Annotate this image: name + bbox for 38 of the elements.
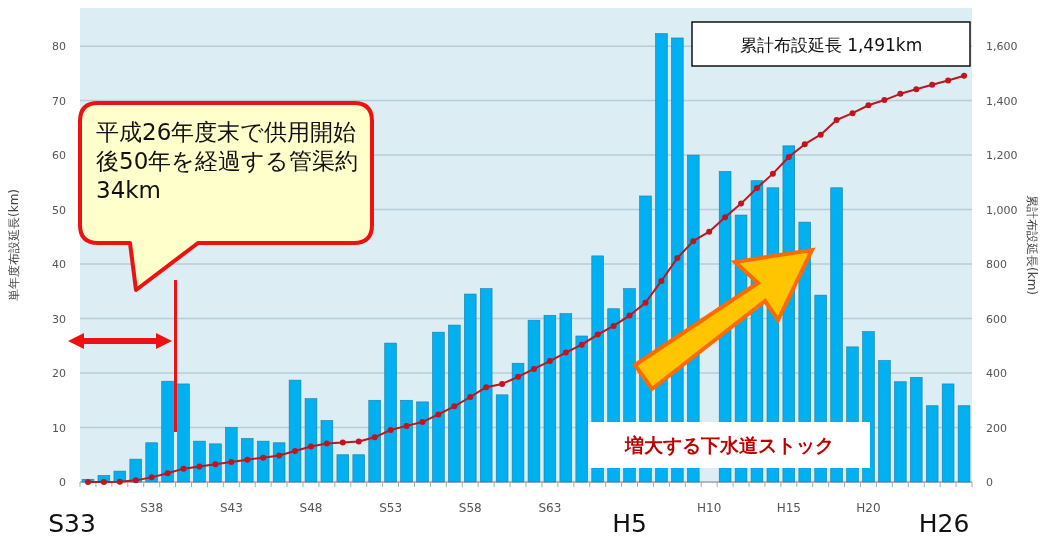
y-tick-label: 20 (52, 367, 66, 381)
y2-tick-label: 1,600 (986, 40, 1018, 54)
text: H26 (918, 509, 970, 538)
y-tick-label: 80 (52, 40, 66, 54)
total-length-box: 累計布設延長 1,491km (691, 21, 971, 67)
y-tick-label: 30 (52, 312, 66, 326)
x-tick-label: H15 (776, 501, 801, 515)
text: S33 (48, 509, 96, 538)
y-tick-label: 10 (52, 421, 66, 435)
x-tick-label: H10 (697, 501, 722, 515)
annotation: 累計布設延長 1,491km (739, 35, 923, 55)
callout: 平成26年度末で供用開始後50年を経過する管渠約34km (78, 101, 374, 292)
y-tick-label: 70 (52, 94, 66, 108)
x-tick-label: H20 (856, 501, 881, 515)
y2-tick-label: 0 (986, 476, 993, 489)
y2-tick-label: 1,000 (986, 203, 1018, 217)
x-tick-label: S58 (458, 501, 482, 515)
y-tick-label: 50 (52, 203, 66, 217)
y-tick-label: 60 (52, 149, 66, 163)
x-tick-label: S63 (538, 501, 562, 515)
y-tick-label: 0 (59, 476, 66, 489)
y2-tick-label: 200 (986, 421, 1007, 435)
y-tick-label: 40 (52, 258, 66, 272)
y2-tick-label: 1,400 (986, 94, 1018, 108)
stock-label-box: 増大する下水道ストック (588, 422, 870, 468)
x-tick-label: S53 (379, 501, 403, 515)
x-tick-label: S48 (299, 501, 323, 515)
y2-tick-label: 1,200 (986, 149, 1018, 163)
text: H5 (612, 509, 647, 538)
annotation: 平成26年度末で供用開始後50年を経過する管渠約34km (96, 119, 359, 203)
x-tick-label: S43 (219, 501, 243, 515)
annotation: 増大する下水道ストック (623, 434, 834, 456)
y2-tick-label: 800 (986, 258, 1007, 272)
x-tick-label: S38 (140, 501, 164, 515)
y2-tick-label: 400 (986, 367, 1007, 381)
y2-axis-title: 累計布設延長(km) (1025, 194, 1039, 296)
y2-tick-label: 600 (986, 312, 1007, 326)
y-axis-title: 単年度布設延長(km) (7, 188, 21, 302)
